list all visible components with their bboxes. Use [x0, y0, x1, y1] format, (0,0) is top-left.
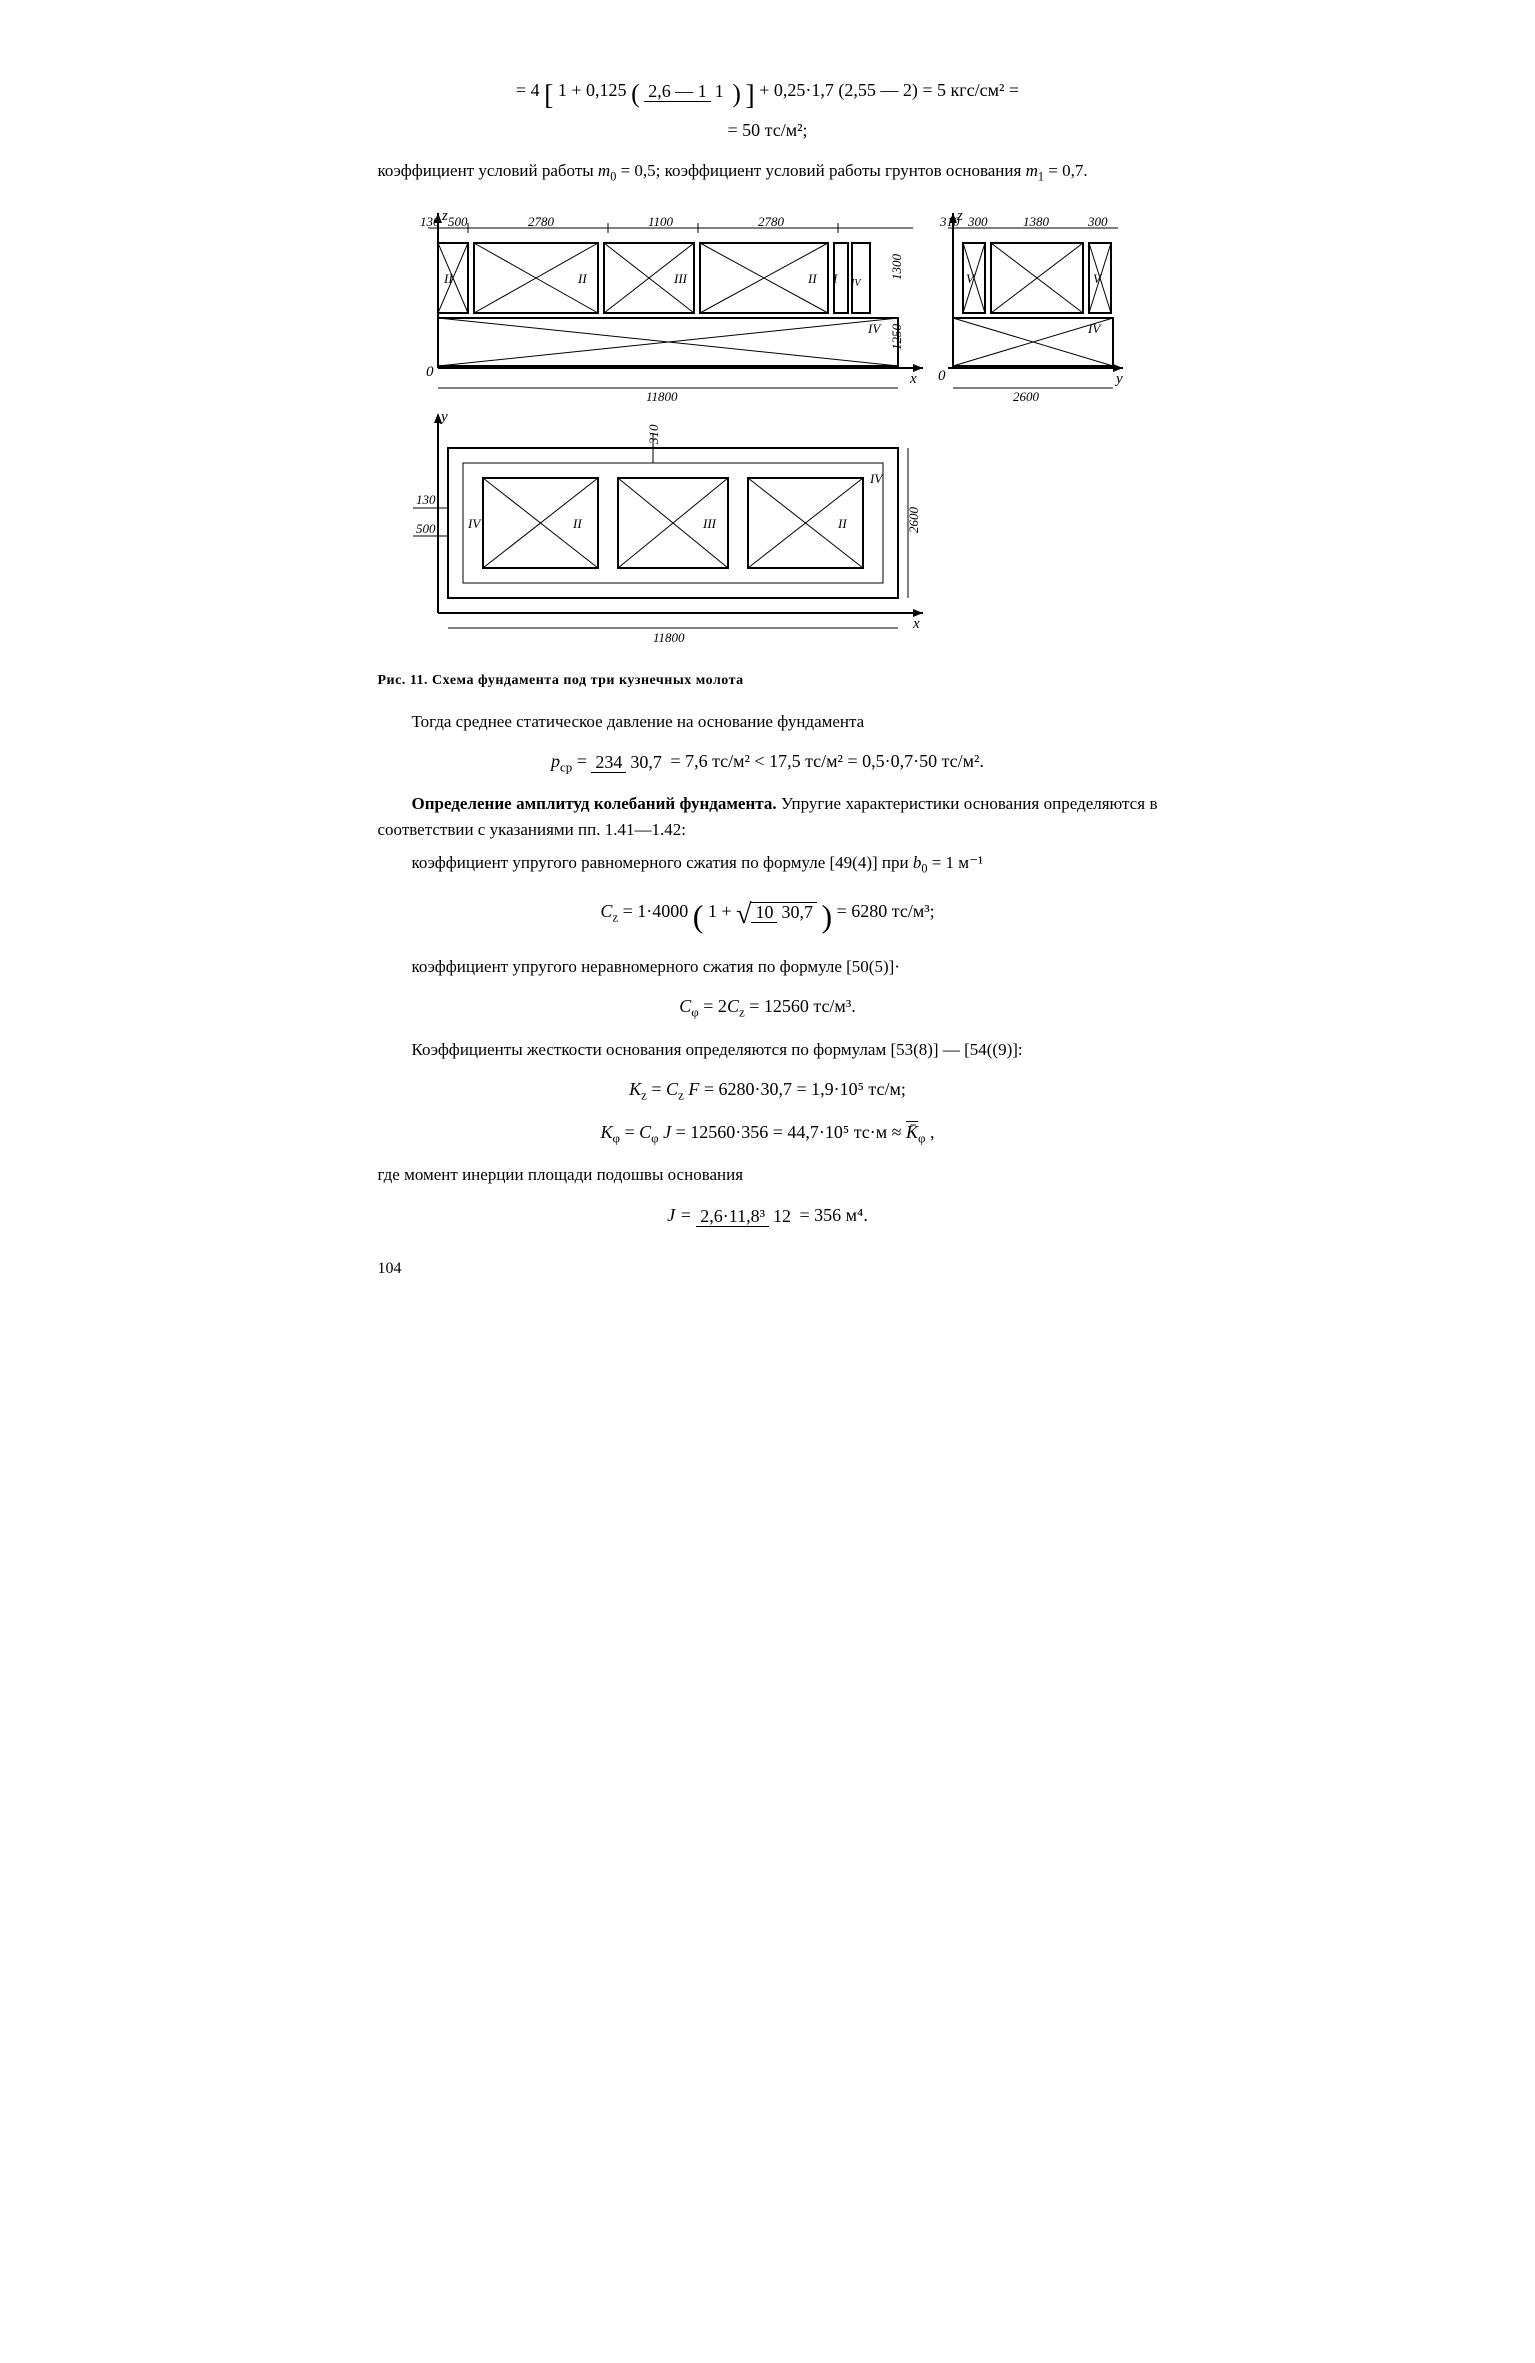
svg-text:II: II	[837, 516, 847, 531]
svg-text:x: x	[912, 616, 920, 632]
svg-text:z: z	[956, 208, 963, 224]
svg-text:2600: 2600	[1013, 389, 1040, 404]
svg-text:2600: 2600	[906, 506, 921, 533]
svg-text:11800: 11800	[653, 630, 685, 645]
svg-text:I: I	[832, 271, 838, 286]
paragraph-1: коэффициент условий работы m0 = 0,5; коэ…	[378, 158, 1158, 186]
svg-text:II: II	[577, 271, 587, 286]
svg-text:III: III	[673, 271, 688, 286]
svg-text:IV: IV	[467, 516, 482, 531]
equation-cphi: Cφ = 2Cz = 12560 тс/м³.	[378, 993, 1158, 1022]
svg-text:IV: IV	[869, 471, 884, 486]
equation-j: J = 2,6·11,8³12 = 356 м⁴.	[378, 1202, 1158, 1229]
svg-text:500: 500	[448, 214, 468, 229]
equation-kz: Kz = Cz F = 6280·30,7 = 1,9·10⁵ тс/м;	[378, 1076, 1158, 1105]
svg-text:130: 130	[416, 492, 436, 507]
paragraph-5: коэффициент упругого неравномерного сжат…	[378, 954, 1158, 980]
svg-text:IV: IV	[850, 278, 862, 289]
svg-text:2780: 2780	[758, 214, 785, 229]
svg-text:300: 300	[1087, 214, 1108, 229]
svg-text:300: 300	[967, 214, 988, 229]
svg-text:1380: 1380	[1023, 214, 1050, 229]
paragraph-7: где момент инерции площади подошвы основ…	[378, 1162, 1158, 1188]
svg-text:IV: IV	[867, 321, 882, 336]
svg-text:II: II	[572, 516, 582, 531]
page-number: 104	[378, 1257, 1158, 1281]
svg-text:2780: 2780	[528, 214, 555, 229]
svg-text:1100: 1100	[648, 214, 674, 229]
figure-foundation-diagram: .th { stroke:#000; stroke-width:2; fill:…	[378, 208, 1158, 648]
svg-text:0: 0	[938, 368, 946, 384]
svg-text:11800: 11800	[646, 389, 678, 404]
svg-text:III: III	[702, 516, 717, 531]
svg-text:z: z	[441, 208, 448, 224]
svg-text:500: 500	[416, 521, 436, 536]
equation-pcp: pср = 23430,7 = 7,6 тс/м² < 17,5 тс/м² =…	[378, 748, 1158, 777]
paragraph-6: Коэффициенты жесткости основания определ…	[378, 1037, 1158, 1063]
svg-text:y: y	[1114, 371, 1123, 387]
svg-text:II: II	[443, 271, 453, 286]
foundation-svg: .th { stroke:#000; stroke-width:2; fill:…	[408, 208, 1128, 648]
paragraph-3: Определение амплитуд колебаний фундамент…	[378, 791, 1158, 842]
paragraph-4: коэффициент упругого равномерного сжатия…	[378, 850, 1158, 878]
equation-kphi: Kφ = Cφ J = 12560·356 = 44,7·10⁵ тс·м ≈ …	[378, 1119, 1158, 1148]
equation-cz: Cz = 1·4000 ( 1 + √1030,7 ) = 6280 тс/м³…	[378, 892, 1158, 940]
paragraph-2: Тогда среднее статическое давление на ос…	[378, 709, 1158, 735]
figure-caption: Рис. 11. Схема фундамента под три кузнеч…	[378, 670, 1158, 691]
svg-text:x: x	[909, 371, 917, 387]
svg-text:y: y	[439, 409, 448, 425]
svg-text:II: II	[807, 271, 817, 286]
equation-1: = 4 [ 1 + 0,125 ( 2,6 — 11 ) ] + 0,25·1,…	[378, 74, 1158, 144]
svg-text:1300: 1300	[889, 253, 904, 280]
svg-text:0: 0	[426, 364, 434, 380]
svg-text:IV: IV	[1087, 321, 1102, 336]
svg-text:1250: 1250	[889, 323, 904, 350]
